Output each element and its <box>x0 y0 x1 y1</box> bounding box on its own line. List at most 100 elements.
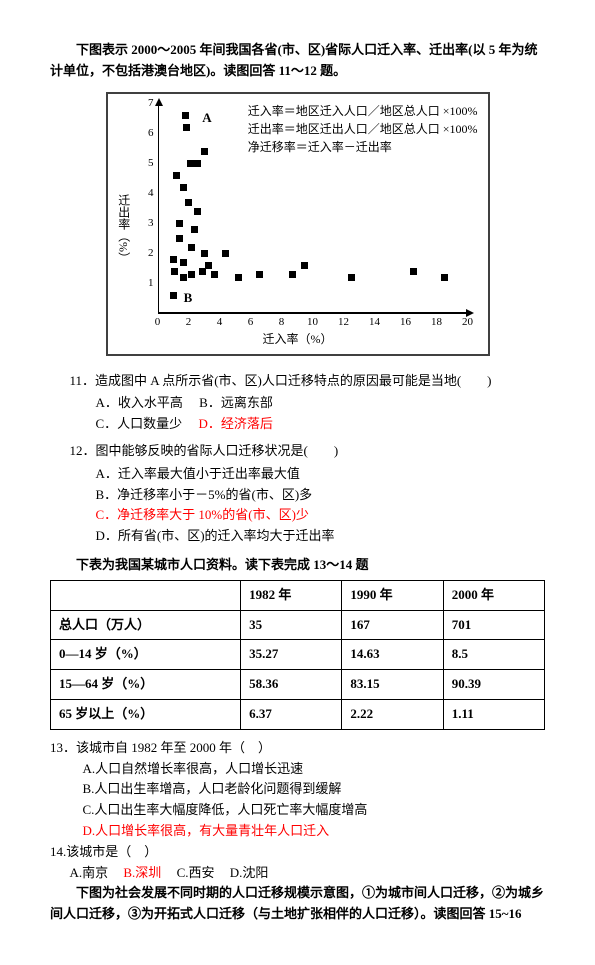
y-axis-arrow <box>155 98 163 106</box>
x-tick: 6 <box>248 314 254 332</box>
y-tick: 5 <box>138 155 154 173</box>
q13-opt-c: C.人口出生率大幅度降低，人口死亡率大幅度增高 <box>83 800 546 821</box>
q11-options: A．收入水平高 B．远离东部 C．人口数量少 D．经济落后 <box>96 393 546 435</box>
x-tick: 8 <box>279 314 285 332</box>
q14-stem: 14.该城市是（ ） <box>50 842 545 863</box>
q13-opt-a: A.人口自然增长率很高，人口增长迅速 <box>83 759 546 780</box>
q14-options: A.南京 B.深圳 C.西安 D.沈阳 <box>70 863 546 884</box>
data-point <box>183 124 190 131</box>
y-tick: 1 <box>138 275 154 293</box>
cell: 58.36 <box>241 670 342 700</box>
x-tick: 12 <box>338 314 349 332</box>
cell: 35 <box>241 610 342 640</box>
table-row: 总人口（万人） 35 167 701 <box>51 610 545 640</box>
th-1982: 1982 年 <box>241 580 342 610</box>
th-2000: 2000 年 <box>443 580 544 610</box>
data-point <box>201 250 208 257</box>
data-point <box>176 220 183 227</box>
cell: 总人口（万人） <box>51 610 241 640</box>
data-point <box>201 148 208 155</box>
x-tick: 4 <box>217 314 223 332</box>
q12-opt-b: B．净迁移率小于－5%的省(市、区)多 <box>96 485 546 506</box>
q14-opt-b: B.深圳 <box>123 865 161 880</box>
q12-stem: 12．图中能够反映的省际人口迁移状况是( ) <box>70 441 546 462</box>
data-point <box>235 274 242 281</box>
x-tick: 2 <box>186 314 192 332</box>
y-tick: 2 <box>138 245 154 263</box>
cell: 701 <box>443 610 544 640</box>
data-point <box>410 268 417 275</box>
intro-text: 下图表示 2000～2005 年间我国各省(市、区)省际人口迁入率、迁出率(以 … <box>50 40 545 82</box>
y-tick: 7 <box>138 95 154 113</box>
data-point <box>171 268 178 275</box>
annotation-A: A <box>202 108 211 129</box>
x-axis-label: 迁入率（%） <box>263 330 333 349</box>
q14-opt-d: D.沈阳 <box>230 865 269 880</box>
cell: 65 岁以上（%） <box>51 699 241 729</box>
q12-opt-c: C．净迁移率大于 10%的省(市、区)少 <box>96 505 546 526</box>
th-1990: 1990 年 <box>342 580 443 610</box>
cell: 6.37 <box>241 699 342 729</box>
data-point <box>182 112 189 119</box>
data-point <box>173 172 180 179</box>
y-tick: 6 <box>138 125 154 143</box>
data-point <box>188 244 195 251</box>
data-point <box>188 271 195 278</box>
cell: 35.27 <box>241 640 342 670</box>
cell: 167 <box>342 610 443 640</box>
x-tick: 0 <box>155 314 161 332</box>
x-tick: 10 <box>307 314 318 332</box>
q14-opt-c: C.西安 <box>177 865 215 880</box>
plot-area: 024681012141618201234567AB <box>158 104 468 314</box>
data-point <box>176 235 183 242</box>
table-caption: 下表为我国某城市人口资料。读下表完成 13～14 题 <box>50 555 545 576</box>
data-point <box>256 271 263 278</box>
q12-opt-d: D．所有省(市、区)的迁入率均大于迁出率 <box>96 526 546 547</box>
q11-opt-c: C．人口数量少 <box>96 416 183 431</box>
q11-opt-d: D．经济落后 <box>198 416 272 431</box>
data-point <box>185 199 192 206</box>
q13-stem: 13．该城市自 1982 年至 2000 年（ ） <box>50 738 545 759</box>
data-point <box>180 184 187 191</box>
data-point <box>301 262 308 269</box>
table-header-row: 1982 年 1990 年 2000 年 <box>51 580 545 610</box>
data-point <box>222 250 229 257</box>
tail-text: 下图为社会发展不同时期的人口迁移规模示意图，①为城市间人口迁移，②为城乡间人口迁… <box>50 883 545 925</box>
data-point <box>170 256 177 263</box>
population-table: 1982 年 1990 年 2000 年 总人口（万人） 35 167 701 … <box>50 580 545 730</box>
data-point <box>180 259 187 266</box>
q11-stem: 11．造成图中 A 点所示省(市、区)人口迁移特点的原因最可能是当地( ) <box>70 371 546 392</box>
y-tick: 4 <box>138 185 154 203</box>
x-tick: 18 <box>431 314 442 332</box>
q11-opt-a: A．收入水平高 <box>96 395 183 410</box>
cell: 8.5 <box>443 640 544 670</box>
cell: 15—64 岁（%） <box>51 670 241 700</box>
data-point <box>199 268 206 275</box>
x-tick: 16 <box>400 314 411 332</box>
scatter-chart: 迁入率＝地区迁入人口／地区总人口 ×100% 迁出率＝地区迁出人口／地区总人口 … <box>106 92 490 356</box>
q13-opt-d: D.人口增长率很高，有大量青壮年人口迁入 <box>83 821 546 842</box>
data-point <box>289 271 296 278</box>
data-point <box>211 271 218 278</box>
data-point <box>191 226 198 233</box>
table-row: 0—14 岁（%） 35.27 14.63 8.5 <box>51 640 545 670</box>
cell: 83.15 <box>342 670 443 700</box>
annotation-B: B <box>184 288 193 309</box>
data-point <box>180 274 187 281</box>
data-point <box>170 292 177 299</box>
data-point <box>194 160 201 167</box>
cell: 0—14 岁（%） <box>51 640 241 670</box>
data-point <box>187 160 194 167</box>
q13-options: A.人口自然增长率很高，人口增长迅速 B.人口出生率增高，人口老龄化问题得到缓解… <box>83 759 546 842</box>
table-row: 65 岁以上（%） 6.37 2.22 1.11 <box>51 699 545 729</box>
y-axis-label: 迁出率（%） <box>114 194 133 264</box>
q14-opt-a: A.南京 <box>70 865 109 880</box>
x-tick: 14 <box>369 314 380 332</box>
q12-opt-a: A．迁入率最大值小于迁出率最大值 <box>96 464 546 485</box>
data-point <box>441 274 448 281</box>
data-point <box>348 274 355 281</box>
q11-opt-b: B．远离东部 <box>199 395 273 410</box>
q13-opt-b: B.人口出生率增高，人口老龄化问题得到缓解 <box>83 779 546 800</box>
cell: 1.11 <box>443 699 544 729</box>
cell: 2.22 <box>342 699 443 729</box>
